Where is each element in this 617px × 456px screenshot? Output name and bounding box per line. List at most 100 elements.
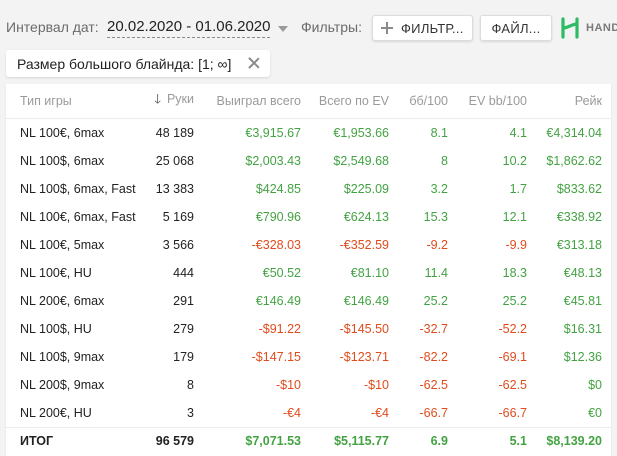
cell-ev-bb100: 25.2 <box>502 294 527 308</box>
table-row[interactable]: NL 100€, 5max 3 566 -€328.03 -€352.59 -9.2 -9… <box>6 231 611 259</box>
cell-bb100: 3.2 <box>430 182 448 196</box>
total-cell-ev-total: $5,115.77 <box>310 427 398 454</box>
cell-bb100: 8 <box>441 154 448 168</box>
cell-game-type: NL 100$, 9max <box>20 350 105 364</box>
column-header-game-type[interactable]: Тип игры <box>6 84 141 119</box>
date-interval-label: Интервал дат: <box>6 19 99 35</box>
cell-ev-bb100: -62.5 <box>498 378 528 392</box>
add-filter-button-label: ФИЛЬТР... <box>401 20 464 36</box>
cell-hands: 444 <box>173 266 194 280</box>
file-button-label: ФАЙЛ... <box>491 20 541 36</box>
cell-hands: 5 169 <box>162 210 194 224</box>
cell-bb100: 8.1 <box>430 126 448 140</box>
column-header-ev-bb100[interactable]: EV bb/100 <box>457 84 536 119</box>
cell-ev-total: €1,953.66 <box>333 126 389 140</box>
cell-hands: 3 566 <box>162 238 194 252</box>
total-cell-game-type: ИТОГ <box>6 427 141 454</box>
filters-label: Фильтры: <box>301 19 362 35</box>
cell-ev-bb100: 1.7 <box>509 182 527 196</box>
cell-ev-bb100: 4.1 <box>509 126 527 140</box>
cell-game-type: NL 100€, 6max <box>20 126 105 140</box>
cell-bb100: -32.7 <box>419 322 449 336</box>
date-range-value[interactable]: 20.02.2020 - 01.06.2020 <box>107 18 271 38</box>
cell-won-total: -$147.15 <box>251 350 301 364</box>
column-header-hands[interactable]: 🡓 Руки <box>141 84 203 119</box>
cell-won-total: $424.85 <box>255 182 301 196</box>
table-row[interactable]: NL 100€, 6max 48 189 €3,915.67 €1,953.66 8.1… <box>6 119 611 148</box>
cell-rake: $16.31 <box>563 322 602 336</box>
date-range-picker[interactable]: 20.02.2020 - 01.06.2020 <box>107 17 289 39</box>
cell-ev-bb100: 18.3 <box>502 266 527 280</box>
cell-game-type: NL 200€, 6max <box>20 294 105 308</box>
cell-hands: 279 <box>173 322 194 336</box>
table-row[interactable]: NL 100€, 6max, Fast 5 169 €790.96 €624.13 15… <box>6 203 611 231</box>
cell-won-total: -€4 <box>282 406 301 420</box>
cell-won-total: €790.96 <box>255 210 301 224</box>
table-header-row: Тип игры 🡓 Руки Выиграл всего Всего по EV… <box>6 84 611 119</box>
column-header-bb100[interactable]: бб/100 <box>398 84 457 119</box>
active-filter-chip-label: Размер большого блайнда: [1; ∞] <box>17 55 232 72</box>
cell-hands: 25 068 <box>155 154 194 168</box>
cell-won-total: -$10 <box>275 378 301 392</box>
cell-hands: 291 <box>173 294 194 308</box>
cell-bb100: 25.2 <box>423 294 448 308</box>
column-header-ev-total[interactable]: Всего по EV <box>310 84 398 119</box>
cell-ev-bb100: -69.1 <box>498 350 528 364</box>
table-row[interactable]: NL 200€, 6max 291 €146.49 €146.49 25.2 25.2 €4… <box>6 287 611 315</box>
cell-game-type: NL 100$, HU <box>20 322 92 336</box>
arrow-down-icon: 🡓 <box>154 91 161 106</box>
cell-ev-bb100: 10.2 <box>502 154 527 168</box>
total-cell-hands: 96 579 <box>141 427 203 454</box>
cell-won-total: $2,003.43 <box>245 154 301 168</box>
column-header-won-total[interactable]: Выиграл всего <box>203 84 310 119</box>
results-panel: Тип игры 🡓 Руки Выиграл всего Всего по EV… <box>6 84 611 456</box>
cell-ev-bb100: -9.9 <box>505 238 527 252</box>
cell-ev-bb100: -66.7 <box>498 406 528 420</box>
table-row[interactable]: NL 200€, HU 3 -€4 -€4 -66.7 -66.7 €0 <box>6 399 611 428</box>
cell-rake: $12.36 <box>563 350 602 364</box>
brand-mark-icon <box>561 17 579 39</box>
cell-ev-total: -$10 <box>363 378 389 392</box>
cell-hands: 48 189 <box>155 126 194 140</box>
table-row[interactable]: NL 100$, 9max 179 -$147.15 -$123.71 -82.2 -69… <box>6 343 611 371</box>
cell-rake: $1,862.62 <box>546 154 602 168</box>
cell-won-total: €3,915.67 <box>245 126 301 140</box>
cell-won-total: -$91.22 <box>258 322 301 336</box>
column-header-rake[interactable]: Рейк <box>536 84 611 119</box>
total-cell-ev-bb100: 5.1 <box>457 427 536 454</box>
cell-game-type: NL 100€, 5max <box>20 238 105 252</box>
table-row[interactable]: NL 200$, 9max 8 -$10 -$10 -62.5 -62.5 $0 <box>6 371 611 399</box>
table-total-row: ИТОГ 96 579 $7,071.53 $5,115.77 6.9 5.1 $8,139… <box>6 427 611 454</box>
cell-ev-total: -€4 <box>370 406 389 420</box>
cell-rake: €48.13 <box>563 266 602 280</box>
table-row[interactable]: NL 100$, 6max 25 068 $2,003.43 $2,549.68 8 10… <box>6 147 611 175</box>
table-row[interactable]: NL 100$, 6max, Fast 13 383 $424.85 $225.09 3… <box>6 175 611 203</box>
cell-ev-bb100: -52.2 <box>498 322 528 336</box>
cell-ev-total: -$145.50 <box>339 322 389 336</box>
cell-rake: $0 <box>588 378 602 392</box>
cell-won-total: €146.49 <box>255 294 301 308</box>
cell-bb100: 15.3 <box>423 210 448 224</box>
file-button[interactable]: ФАЙЛ... <box>480 15 552 41</box>
caret-down-icon[interactable] <box>278 26 289 32</box>
table-row[interactable]: NL 100€, HU 444 €50.52 €81.10 11.4 18.3 €48.13 <box>6 259 611 287</box>
table-row[interactable]: NL 100$, HU 279 -$91.22 -$145.50 -32.7 -52.2 $… <box>6 315 611 343</box>
cell-ev-total: -$123.71 <box>339 350 389 364</box>
active-filter-chip[interactable]: Размер большого блайнда: [1; ∞] <box>6 50 270 77</box>
cell-rake: €338.92 <box>556 210 602 224</box>
table-body: NL 100€, 6max 48 189 €3,915.67 €1,953.66 8.1… <box>6 119 611 454</box>
total-cell-bb100: 6.9 <box>398 427 457 454</box>
toolbar: Интервал дат: 20.02.2020 - 01.06.2020 Фи… <box>0 0 617 52</box>
cell-ev-total: €146.49 <box>343 294 389 308</box>
cell-ev-bb100: 12.1 <box>502 210 527 224</box>
add-filter-button[interactable]: ФИЛЬТР... <box>372 15 473 41</box>
close-icon[interactable] <box>248 57 260 69</box>
cell-ev-total: $2,549.68 <box>333 154 389 168</box>
cell-hands: 179 <box>173 350 194 364</box>
cell-bb100: -66.7 <box>419 406 449 420</box>
cell-ev-total: -€352.59 <box>339 238 389 252</box>
brand-logo: HAND <box>560 17 617 39</box>
cell-ev-total: $225.09 <box>343 182 389 196</box>
cell-game-type: NL 100$, 6max <box>20 154 105 168</box>
cell-won-total: €50.52 <box>262 266 301 280</box>
